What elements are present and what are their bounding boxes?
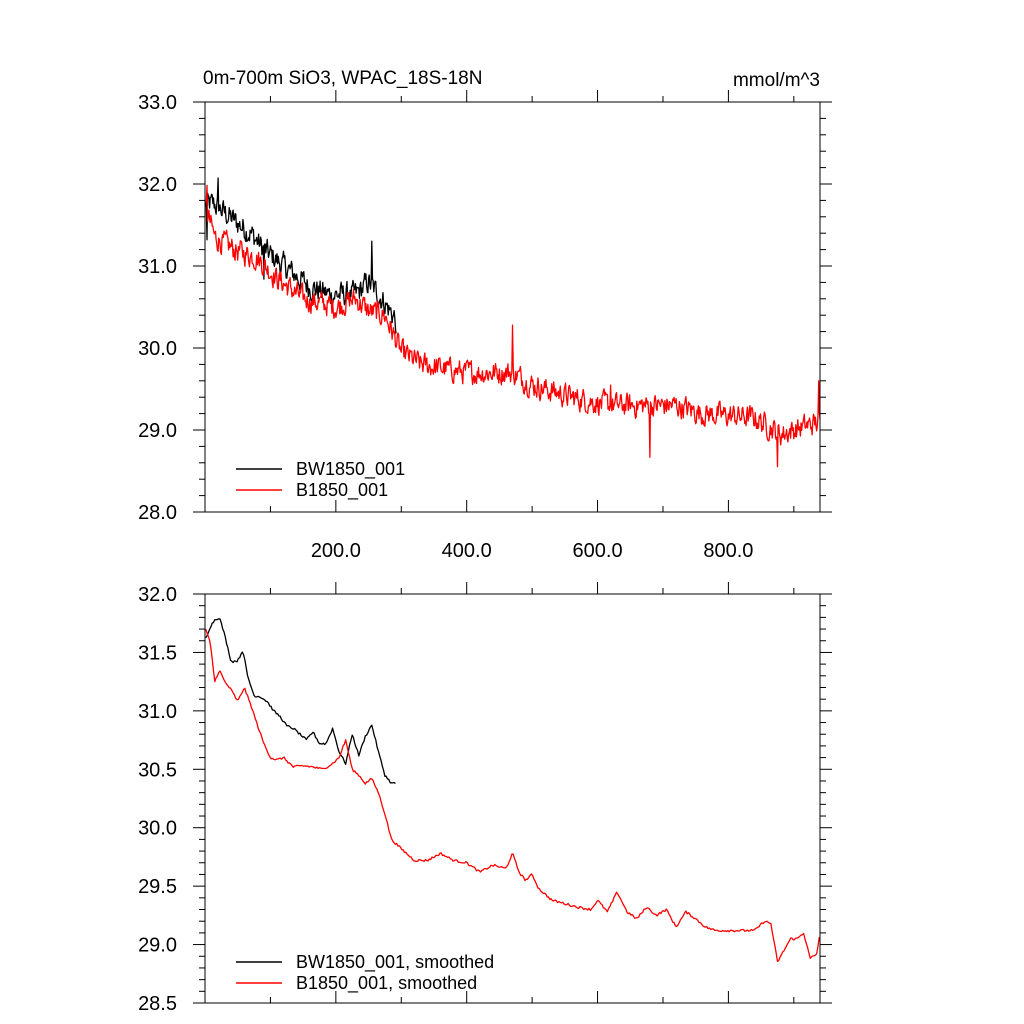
top-panel: 0m-700m SiO3, WPAC_18S-18N mmol/m^3 200.… bbox=[138, 68, 832, 562]
y-tick-label: 31.0 bbox=[138, 701, 177, 723]
y-tick-label: 31.0 bbox=[138, 256, 177, 278]
top-axis-ticks bbox=[193, 90, 832, 513]
series-line bbox=[205, 177, 397, 334]
bottom-plot-frame bbox=[204, 593, 821, 1004]
series-line bbox=[205, 628, 820, 963]
y-tick-label: 28.0 bbox=[138, 502, 177, 524]
y-tick-label: 32.0 bbox=[138, 584, 177, 606]
y-tick-label: 30.5 bbox=[138, 759, 177, 781]
top-legend: BW1850_001 B1850_001 bbox=[236, 459, 405, 501]
x-tick-label: 600.0 bbox=[573, 540, 623, 562]
bottom-plot-area bbox=[205, 618, 820, 963]
legend-label-bw1850-smoothed: BW1850_001, smoothed bbox=[296, 952, 494, 973]
bottom-axis-tick-labels: 28.5 29.0 29.5 30.0 30.5 31.0 31.5 32.0 bbox=[138, 584, 177, 1015]
y-tick-label: 30.0 bbox=[138, 818, 177, 840]
series-line bbox=[205, 618, 396, 785]
y-tick-label: 32.0 bbox=[138, 174, 177, 196]
legend-label-b1850-smoothed: B1850_001, smoothed bbox=[296, 973, 477, 994]
y-tick-label: 30.0 bbox=[138, 338, 177, 360]
legend-label-b1850: B1850_001 bbox=[296, 480, 388, 501]
top-plot-frame bbox=[204, 101, 821, 513]
y-tick-label: 29.0 bbox=[138, 420, 177, 442]
y-tick-label: 29.5 bbox=[138, 876, 177, 898]
legend-label-bw1850: BW1850_001 bbox=[296, 459, 405, 480]
y-tick-label: 33.0 bbox=[138, 92, 177, 114]
units-label: mmol/m^3 bbox=[733, 70, 820, 91]
x-tick-label: 800.0 bbox=[703, 540, 753, 562]
chart-title: 0m-700m SiO3, WPAC_18S-18N bbox=[203, 68, 482, 89]
bottom-legend: BW1850_001, smoothed B1850_001, smoothed bbox=[236, 952, 494, 994]
y-tick-label: 28.5 bbox=[138, 993, 177, 1015]
top-plot-area bbox=[205, 177, 821, 468]
y-tick-label: 29.0 bbox=[138, 935, 177, 957]
series-line bbox=[205, 184, 821, 468]
top-axis-tick-labels: 200.0 400.0 600.0 800.0 28.0 29.0 30.0 31.0 32.0… bbox=[138, 92, 753, 562]
bottom-panel: 28.5 29.0 29.5 30.0 30.5 31.0 31.5 32.0 BW1850_… bbox=[138, 582, 832, 1015]
bottom-axis-ticks bbox=[193, 582, 832, 1004]
y-tick-label: 31.5 bbox=[138, 642, 177, 664]
x-tick-label: 400.0 bbox=[442, 540, 492, 562]
x-tick-label: 200.0 bbox=[311, 540, 361, 562]
